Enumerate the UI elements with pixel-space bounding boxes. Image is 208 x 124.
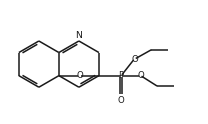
Text: O: O bbox=[137, 71, 144, 80]
Text: N: N bbox=[76, 31, 82, 40]
Text: O: O bbox=[76, 71, 83, 80]
Text: P: P bbox=[118, 71, 123, 80]
Text: O: O bbox=[118, 96, 124, 105]
Text: O: O bbox=[131, 55, 138, 63]
